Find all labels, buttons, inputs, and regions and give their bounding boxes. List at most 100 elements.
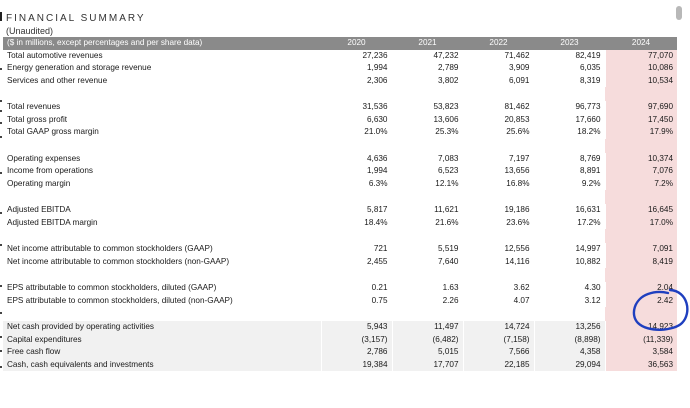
value-cell-2024: 17.9% (604, 126, 677, 139)
value-cell-2022: 4.07 (462, 294, 534, 307)
spacer-cell (321, 307, 392, 321)
spacer-cell (534, 190, 605, 204)
margin-tick (0, 350, 2, 352)
value-cell-2020: 2,786 (320, 346, 392, 359)
row-label: Capital expenditures (3, 333, 321, 346)
value-cell-2021: 17,707 (391, 358, 463, 371)
value-cell-2022: 14,724 (462, 321, 534, 334)
spacer-cell (463, 190, 534, 204)
value-cell-2022: 22,185 (462, 358, 534, 371)
spacer-cell (534, 138, 605, 153)
spacer-cell (534, 229, 605, 243)
value-cell-2021: 53,823 (391, 101, 463, 114)
value-cell-2023: 17,660 (533, 113, 605, 126)
margin-tick (0, 244, 2, 246)
row-label: Adjusted EBITDA margin (7, 217, 98, 227)
value-cell-2023: 4,358 (533, 346, 605, 359)
table-row: Free cash flow 2,786 5,015 7,566 4,358 3,584 (3, 346, 677, 359)
group-spacer-row (3, 307, 677, 321)
spacer-cell (605, 307, 677, 321)
spacer-cell (605, 268, 677, 282)
group-spacer-row (3, 138, 677, 153)
value-cell-2023: 8,769 (533, 152, 605, 165)
row-label: Net cash provided by operating activitie… (3, 321, 321, 334)
table-row: EPS attributable to common stockholders,… (3, 282, 677, 295)
value-cell-2022: (7,158) (462, 333, 534, 346)
value-cell-2022: 20,853 (462, 113, 534, 126)
value-cell-2020: 27,236 (320, 49, 392, 62)
spacer-cell (534, 307, 605, 321)
spacer-cell (463, 307, 534, 321)
page-edge-marker (0, 12, 2, 21)
margin-tick (0, 172, 2, 174)
margin-tick (0, 312, 2, 314)
table-row: Cash, cash equivalents and investments 19… (3, 358, 677, 371)
margin-tick (0, 68, 2, 70)
spacer-cell (463, 229, 534, 243)
value-cell-2020: 6,630 (320, 113, 392, 126)
value-cell-2023: 14,997 (533, 243, 605, 256)
value-cell-2023: (8,898) (533, 333, 605, 346)
value-cell-2022: 3,909 (462, 62, 534, 75)
value-cell-2020: 721 (320, 243, 392, 256)
spacer-cell (392, 229, 463, 243)
value-cell-2024: 3,584 (604, 346, 677, 359)
spacer-cell (321, 229, 392, 243)
value-cell-2021: 5,015 (391, 346, 463, 359)
row-label: Services and other revenue (7, 75, 108, 85)
spacer-cell (534, 87, 605, 101)
margin-tick (0, 122, 2, 124)
scrollbar-thumb[interactable] (676, 6, 682, 20)
value-cell-2023: 82,419 (533, 49, 605, 62)
value-cell-2021: 47,232 (391, 49, 463, 62)
spacer-cell (3, 190, 321, 204)
group-spacer-row (3, 268, 677, 282)
value-cell-2024: 10,534 (604, 74, 677, 87)
spacer-cell (463, 87, 534, 101)
value-cell-2023: 6,035 (533, 62, 605, 75)
value-cell-2023: 3.12 (533, 294, 605, 307)
row-label: Operating margin (7, 178, 71, 188)
value-cell-2024: 10,374 (604, 152, 677, 165)
row-label: Net income attributable to common stockh… (7, 256, 230, 266)
value-cell-2022: 3.62 (462, 282, 534, 295)
year-header-2024: 2024 (605, 37, 677, 50)
value-cell-2024: 10,086 (604, 62, 677, 75)
row-label: Total revenues (7, 102, 61, 111)
value-cell-2024: 36,563 (604, 358, 677, 371)
value-cell-2023: 4.30 (533, 282, 605, 295)
year-header-2020: 2020 (321, 37, 392, 50)
spacer-cell (605, 138, 677, 153)
value-cell-2023: 13,256 (533, 321, 605, 334)
value-cell-2021: 13,606 (391, 113, 463, 126)
value-cell-2022: 16.8% (462, 177, 534, 190)
value-cell-2023: 16,631 (533, 204, 605, 217)
value-cell-2021: 25.3% (391, 126, 463, 139)
spacer-cell (321, 138, 392, 153)
value-cell-2022: 23.6% (462, 216, 534, 229)
group-spacer-row (3, 190, 677, 204)
value-cell-2021: 3,802 (391, 74, 463, 87)
value-cell-2024: 2.42 (604, 294, 677, 307)
value-cell-2024: 8,419 (604, 255, 677, 268)
value-cell-2022: 25.6% (462, 126, 534, 139)
value-cell-2023: 18.2% (533, 126, 605, 139)
spacer-cell (3, 268, 321, 282)
value-cell-2020: 0.21 (320, 282, 392, 295)
value-cell-2024: 7.2% (604, 177, 677, 190)
spacer-cell (392, 190, 463, 204)
value-cell-2023: 96,773 (533, 101, 605, 114)
value-cell-2022: 81,462 (462, 101, 534, 114)
spacer-cell (392, 307, 463, 321)
value-cell-2020: 19,384 (320, 358, 392, 371)
value-cell-2021: 7,640 (391, 255, 463, 268)
margin-tick (0, 285, 2, 287)
value-cell-2021: 21.6% (391, 216, 463, 229)
value-cell-2020: 5,817 (320, 204, 392, 217)
group-spacer-row (3, 87, 677, 101)
table-row: Energy generation and storage revenue 1,9… (3, 62, 677, 75)
value-cell-2021: 6,523 (391, 165, 463, 178)
row-label: Total GAAP gross margin (7, 127, 99, 136)
table-row: Capital expenditures (3,157) (6,482) (7,158… (3, 333, 677, 346)
table-row: Net income attributable to common stockh… (3, 243, 677, 256)
